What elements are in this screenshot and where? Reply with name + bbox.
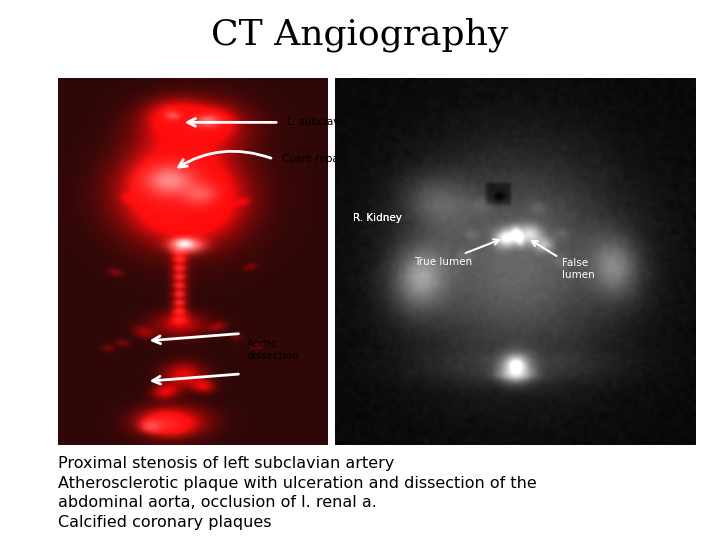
Text: Atherosclerotic plaque with ulceration and dissection of the: Atherosclerotic plaque with ulceration a… [58, 476, 536, 491]
Text: Proximal stenosis of left subclavian artery: Proximal stenosis of left subclavian art… [58, 456, 394, 471]
Text: R. Kidney: R. Kidney [353, 213, 402, 223]
Text: Calcified coronary plaques: Calcified coronary plaques [58, 515, 271, 530]
Text: Coarc repa: Coarc repa [282, 154, 338, 164]
Text: Aortic
dissection: Aortic dissection [246, 339, 300, 361]
Text: R. Kidney: R. Kidney [353, 213, 402, 223]
Text: False
lumen: False lumen [532, 241, 594, 280]
Text: L. subclavian: L. subclavian [287, 117, 356, 127]
Text: abdominal aorta, occlusion of l. renal a.: abdominal aorta, occlusion of l. renal a… [58, 495, 377, 510]
Text: True lumen: True lumen [414, 239, 499, 267]
Text: CT Angiography: CT Angiography [212, 18, 508, 52]
